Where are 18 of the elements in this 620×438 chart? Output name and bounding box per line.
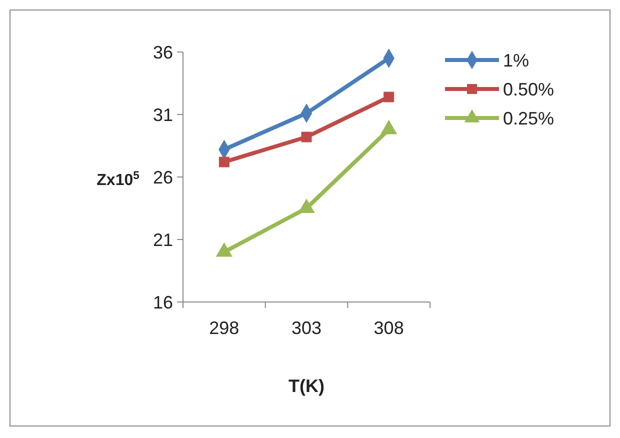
legend-label: 1% — [503, 50, 530, 70]
legend-label: 0.25% — [503, 108, 554, 128]
legend-label: 0.50% — [503, 79, 554, 100]
point — [384, 92, 394, 102]
x-tick-label: 303 — [291, 318, 322, 338]
point — [301, 132, 312, 142]
point — [298, 198, 315, 214]
y-axis-title: Zx10$^{5}$ — [96, 170, 140, 189]
y-tick-label: 21 — [152, 230, 173, 250]
y-tick-label: 26 — [152, 167, 173, 188]
x-axis-title: T(K) — [288, 376, 324, 396]
point — [216, 242, 232, 257]
y-tick-label: 16 — [152, 292, 173, 312]
y-tick-label: 31 — [152, 104, 173, 125]
y-tick-label: 36 — [152, 42, 173, 62]
point — [218, 156, 230, 168]
x-tick-label: 298 — [209, 318, 240, 338]
x-tick-label: 308 — [374, 318, 404, 338]
